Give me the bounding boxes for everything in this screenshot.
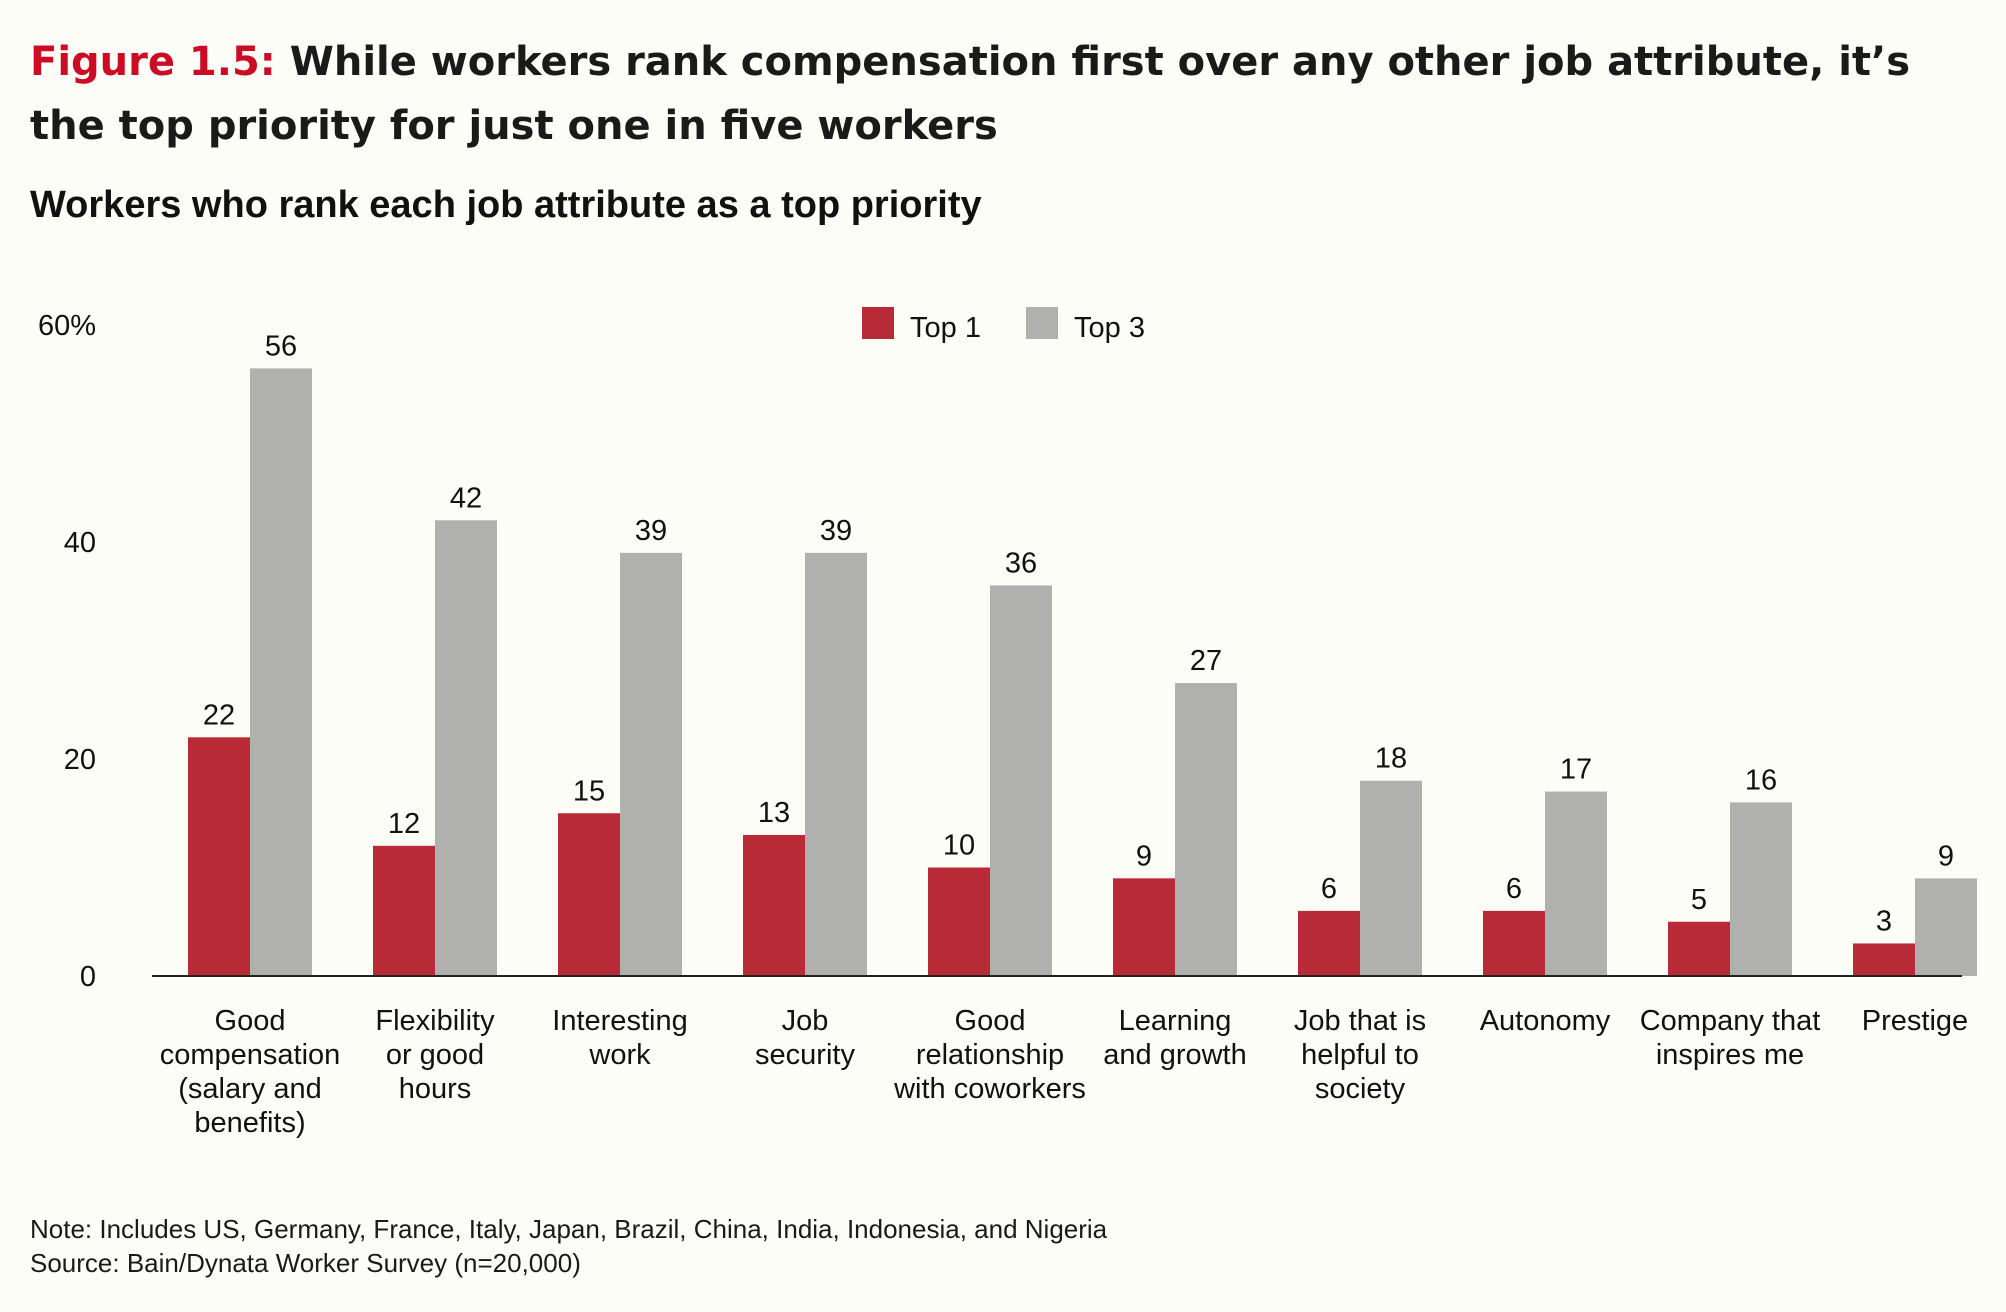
data-label: 17	[1560, 754, 1592, 786]
x-tick-label: helpful to	[1301, 1039, 1419, 1071]
x-tick-label: Good	[215, 1005, 286, 1037]
data-label: 22	[203, 699, 235, 731]
x-tick-label: Company that	[1640, 1005, 1821, 1037]
bar-top3	[1545, 791, 1607, 976]
data-label: 15	[573, 775, 605, 807]
figure-title: Figure 1.5: While workers rank compensat…	[30, 30, 1980, 158]
figure-label: Figure 1.5:	[30, 39, 276, 85]
x-tick-label: and growth	[1103, 1039, 1247, 1071]
bar-top3	[620, 552, 682, 976]
note-text: Note: Includes US, Germany, France, Ital…	[30, 1214, 1108, 1244]
bar-top1	[1668, 921, 1730, 976]
x-tick-label: security	[755, 1039, 855, 1071]
x-tick-label: Autonomy	[1480, 1005, 1611, 1037]
bar-top1	[1113, 878, 1175, 976]
bar-top3	[1175, 683, 1237, 976]
data-label: 16	[1745, 764, 1777, 796]
bar-top1	[558, 813, 620, 976]
data-label: 3	[1876, 905, 1892, 937]
bar-top3	[435, 520, 497, 976]
data-label: 56	[265, 330, 297, 362]
data-label: 36	[1005, 547, 1037, 579]
data-label: 9	[1938, 840, 1954, 872]
bar-top1	[928, 867, 990, 976]
x-tick-label: society	[1315, 1073, 1406, 1105]
bar-top3	[1730, 802, 1792, 976]
data-label: 5	[1691, 884, 1707, 916]
bar-top3	[1360, 780, 1422, 976]
x-tick-label: Flexibility	[375, 1005, 495, 1037]
x-tick-label: with coworkers	[893, 1073, 1086, 1105]
x-tick-label: work	[588, 1039, 651, 1071]
data-label: 18	[1375, 743, 1407, 775]
y-tick-label: 60%	[38, 310, 96, 342]
y-tick-label: 20	[64, 744, 96, 776]
legend-swatch	[1026, 307, 1058, 339]
data-label: 6	[1321, 873, 1337, 905]
x-tick-label: Job that is	[1294, 1005, 1426, 1037]
data-label: 42	[450, 482, 482, 514]
x-tick-label: (salary and	[178, 1073, 321, 1105]
bar-top1	[373, 845, 435, 976]
data-label: 39	[635, 515, 667, 547]
legend-label: Top 1	[910, 312, 981, 344]
bar-top1	[188, 737, 250, 976]
x-tick-label: Prestige	[1862, 1005, 1968, 1037]
data-label: 13	[758, 797, 790, 829]
source-text: Source: Bain/Dynata Worker Survey (n=20,…	[30, 1248, 581, 1278]
y-tick-label: 0	[80, 961, 96, 993]
x-tick-label: benefits)	[194, 1107, 305, 1139]
data-label: 10	[943, 830, 975, 862]
legend-swatch	[862, 307, 894, 339]
chart-notes: Note: Includes US, Germany, France, Ital…	[30, 1212, 1107, 1280]
y-tick-label: 40	[64, 527, 96, 559]
legend-label: Top 3	[1074, 312, 1145, 344]
data-label: 6	[1506, 873, 1522, 905]
x-tick-label: or good	[386, 1039, 484, 1071]
x-tick-label: relationship	[916, 1039, 1064, 1071]
figure-title-text: While workers rank compensation first ov…	[30, 39, 1911, 149]
data-label: 39	[820, 515, 852, 547]
bar-top1	[1853, 943, 1915, 976]
bar-top1	[1483, 910, 1545, 976]
x-tick-label: compensation	[160, 1039, 341, 1071]
bar-top3	[990, 585, 1052, 976]
bar-top1	[1298, 910, 1360, 976]
data-label: 9	[1136, 840, 1152, 872]
bar-top3	[1915, 878, 1977, 976]
bar-top1	[743, 834, 805, 976]
data-label: 12	[388, 808, 420, 840]
x-tick-label: Interesting	[552, 1005, 687, 1037]
x-tick-label: inspires me	[1656, 1039, 1804, 1071]
bar-top3	[250, 368, 312, 976]
x-tick-label: hours	[399, 1073, 472, 1105]
data-label: 27	[1190, 645, 1222, 677]
chart-title: Workers who rank each job attribute as a…	[30, 184, 982, 226]
x-tick-label: Learning	[1119, 1005, 1232, 1037]
bar-top3	[805, 552, 867, 976]
x-tick-label: Good	[955, 1005, 1026, 1037]
x-tick-label: Job	[782, 1005, 829, 1037]
